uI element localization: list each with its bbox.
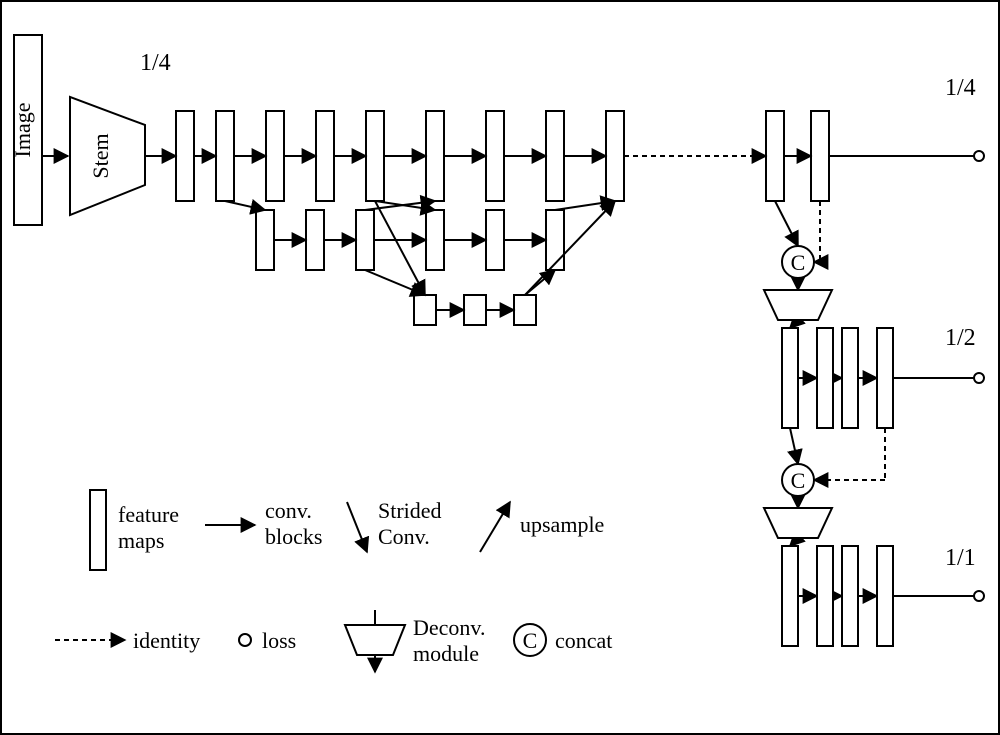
mod2-block-1 <box>817 328 833 428</box>
row1-block-3 <box>316 111 334 201</box>
concat-2-label: C <box>791 468 806 493</box>
image-label: Image <box>10 103 35 158</box>
row2-block-5 <box>546 210 564 270</box>
legend-feature-l1: feature <box>118 502 179 527</box>
row1-block-0 <box>176 111 194 201</box>
row1 <box>176 111 829 201</box>
loss-1 <box>974 151 984 161</box>
scale-label-1-4-b: 1/4 <box>945 75 976 101</box>
row1-block-7 <box>546 111 564 201</box>
deconv-1 <box>764 290 832 320</box>
row3-block-2 <box>514 295 536 325</box>
legend-feature-l2: maps <box>118 528 164 553</box>
row1-block-9 <box>766 111 784 201</box>
legend-concat-c: C <box>523 628 538 653</box>
legend-loss-circle <box>239 634 251 646</box>
scale-label-1-1: 1/1 <box>945 545 976 571</box>
row2-block-3 <box>426 210 444 270</box>
mod2-block-0 <box>782 328 798 428</box>
mod3-block-3 <box>877 546 893 646</box>
concat-1-label: C <box>791 250 806 275</box>
legend-strided-arrow <box>347 502 367 552</box>
legend-upsample-arrow <box>480 502 510 552</box>
row3-block-1 <box>464 295 486 325</box>
row1-block-2 <box>266 111 284 201</box>
legend-deconv-trap <box>345 625 405 655</box>
mod3-block-0 <box>782 546 798 646</box>
legend-upsample: upsample <box>520 512 604 537</box>
legend-strided-l2: Conv. <box>378 524 430 549</box>
mod3-block-1 <box>817 546 833 646</box>
legend-identity: identity <box>133 628 200 653</box>
trap2-m3 <box>790 538 798 546</box>
row2-block-4 <box>486 210 504 270</box>
legend-feature-rect <box>90 490 106 570</box>
row1-block-1 <box>216 111 234 201</box>
row1-block-5 <box>426 111 444 201</box>
legend-conv-l1: conv. <box>265 498 312 523</box>
legend-loss: loss <box>262 628 296 653</box>
mod2-block-3 <box>877 328 893 428</box>
row3-block-0 <box>414 295 436 325</box>
row1-block-10 <box>811 111 829 201</box>
loss-2 <box>974 373 984 383</box>
mod2-block-2 <box>842 328 858 428</box>
arrows-main <box>42 156 974 596</box>
row3 <box>414 295 536 325</box>
row2-block-1 <box>306 210 324 270</box>
mod3-block-2 <box>842 546 858 646</box>
up-r2b5-r1b8 <box>555 201 615 210</box>
loss-3 <box>974 591 984 601</box>
legend: feature maps conv. blocks Strided Conv. … <box>55 490 612 672</box>
strided-1-2 <box>225 201 265 210</box>
r1b9-concat1 <box>775 201 798 246</box>
legend-conv-l2: blocks <box>265 524 322 549</box>
strided-r2-r3 <box>365 270 425 295</box>
strided-r1b4-r3b0 <box>375 201 425 295</box>
m2b0-c2 <box>790 428 798 464</box>
row1-block-8 <box>606 111 624 201</box>
legend-deconv-l2: module <box>413 641 479 666</box>
legend-deconv-l1: Deconv. <box>413 615 486 640</box>
deconv-2 <box>764 508 832 538</box>
scale-label-1-2: 1/2 <box>945 325 976 351</box>
stem-label: Stem <box>88 133 113 178</box>
legend-concat: concat <box>555 628 612 653</box>
row1-block-6 <box>486 111 504 201</box>
row2-block-2 <box>356 210 374 270</box>
legend-strided-l1: Strided <box>378 498 442 523</box>
row1-block-4 <box>366 111 384 201</box>
up-r3b2-r1b8 <box>525 201 615 295</box>
scale-label-1-4-a: 1/4 <box>140 50 171 76</box>
diagram-svg: Image Stem 1/4 1/4 C 1/2 C 1/1 feature m… <box>0 0 1000 735</box>
trap1-m2 <box>790 320 798 328</box>
row2-block-0 <box>256 210 274 270</box>
